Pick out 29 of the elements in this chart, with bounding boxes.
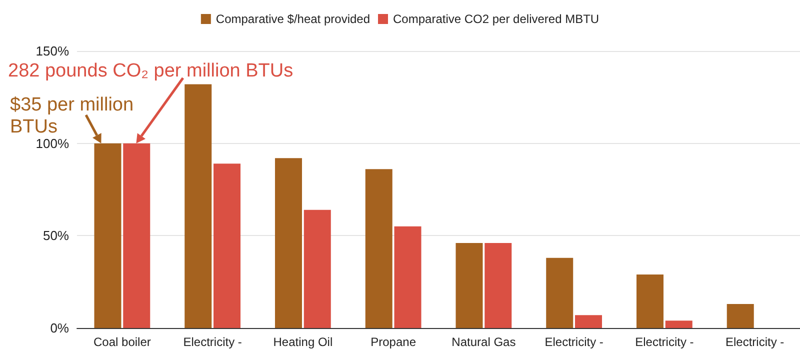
x-tick-label: Electricity - — [635, 335, 694, 349]
legend-label: Comparative $/heat provided — [216, 12, 370, 26]
x-tick-label: Electricity - — [183, 335, 242, 349]
annotation: 282 pounds CO₂ per million BTUs — [8, 60, 294, 82]
legend-label: Comparative CO2 per delivered MBTU — [393, 12, 600, 26]
bar — [665, 320, 692, 328]
x-tick-label: Propane — [370, 335, 416, 349]
y-tick-label: 0% — [50, 320, 70, 336]
x-tick-label: Electricity - — [725, 335, 784, 349]
bar — [214, 164, 241, 328]
x-tick-label: Heating Oil — [273, 335, 333, 349]
y-tick-label: 50% — [42, 228, 70, 244]
annotation: $35 per million BTUs — [10, 94, 139, 138]
bar — [304, 210, 331, 328]
bar — [184, 84, 212, 328]
bar — [394, 226, 422, 328]
x-tick-label: Coal boiler — [94, 335, 151, 349]
bar — [456, 243, 483, 328]
x-tick-label: Natural Gas — [452, 335, 516, 349]
y-tick-label: 100% — [36, 136, 70, 151]
bar — [546, 258, 574, 328]
bar — [484, 243, 512, 328]
bar — [274, 158, 302, 328]
bar — [575, 315, 602, 328]
bar — [726, 304, 754, 328]
y-tick-label: 150% — [36, 44, 70, 58]
bar — [636, 274, 664, 328]
bar — [365, 169, 392, 328]
x-tick-label: Electricity - — [544, 335, 604, 349]
